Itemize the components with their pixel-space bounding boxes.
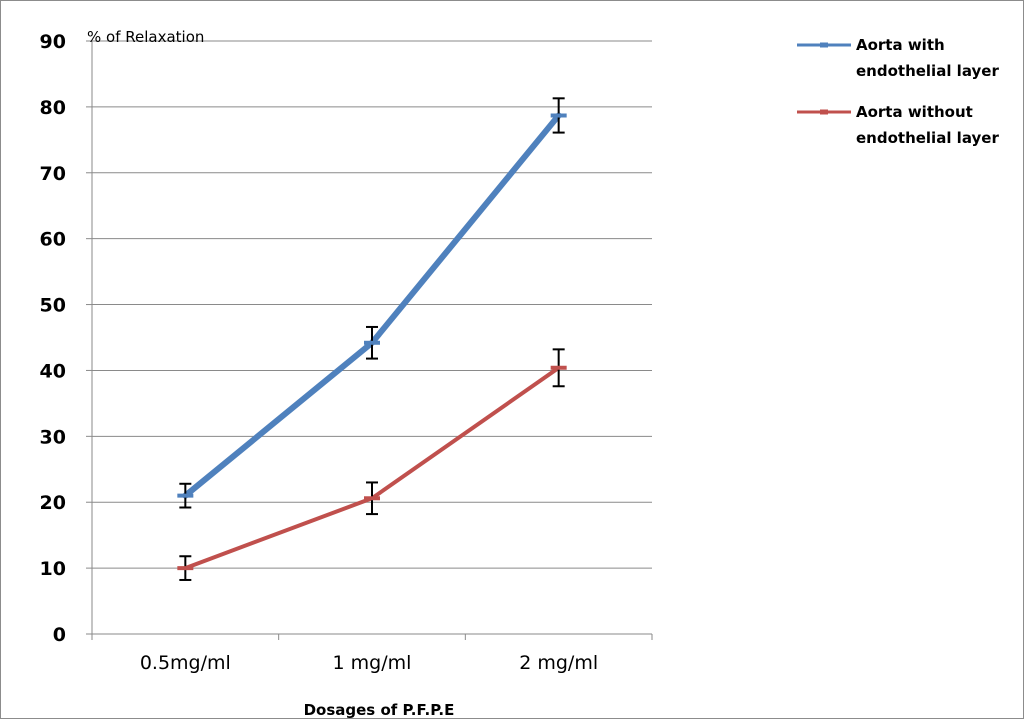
y-tick-label-10: 10 xyxy=(40,558,66,580)
x-tick-label-0: 0.5mg/ml xyxy=(140,652,231,674)
x-tick-labels: 0.5mg/ml 1 mg/ml 2 mg/ml xyxy=(140,652,598,674)
y-tick-label-60: 60 xyxy=(40,229,66,251)
y-tick-labels: 0 10 20 30 40 50 60 70 80 90 xyxy=(40,31,66,646)
y-tick-label-0: 0 xyxy=(53,624,66,646)
y-tick-label-50: 50 xyxy=(40,295,66,317)
y-tick-label-90: 90 xyxy=(40,31,66,53)
legend-label-1-line-0: Aorta without xyxy=(856,103,973,121)
y-tick-label-80: 80 xyxy=(40,97,66,119)
x-tick-label-2: 2 mg/ml xyxy=(519,652,598,674)
y-tick-label-70: 70 xyxy=(40,163,66,185)
series-1-line xyxy=(183,365,561,571)
legend-label-1-line-1: endothelial layer xyxy=(856,129,999,147)
y-tick-label-40: 40 xyxy=(40,360,66,382)
legend-label-0-line-1: endothelial layer xyxy=(856,62,999,80)
x-tick-label-1: 1 mg/ml xyxy=(333,652,412,674)
legend-label-0-line-0: Aorta with xyxy=(856,36,945,54)
y-axis-title: % of Relaxation xyxy=(87,28,204,46)
axes xyxy=(86,40,653,640)
data-series xyxy=(177,97,567,581)
y-tick-label-30: 30 xyxy=(40,426,66,448)
y-tick-label-20: 20 xyxy=(40,492,66,514)
legend: Aorta with endothelial layer Aorta without… xyxy=(797,36,999,147)
x-axis-title: Dosages of P.F.P.E xyxy=(304,701,455,719)
